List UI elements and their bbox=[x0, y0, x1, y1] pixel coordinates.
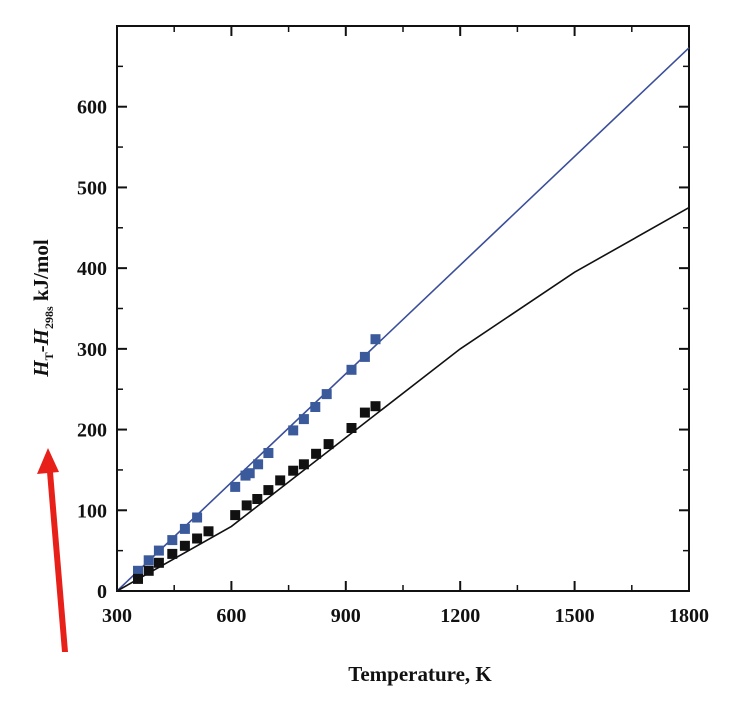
data-point-black bbox=[370, 401, 381, 412]
data-point-blue bbox=[370, 334, 381, 345]
y-tick-label: 600 bbox=[77, 97, 107, 119]
y-axis-label: HT-H298s kJ/mol bbox=[29, 239, 56, 378]
data-point-blue bbox=[359, 351, 370, 362]
y-label-sub-298: 298s bbox=[42, 306, 56, 329]
data-point-black bbox=[241, 500, 252, 511]
x-tick-label: 300 bbox=[102, 605, 132, 627]
y-label-h1: H bbox=[29, 360, 53, 378]
y-label-unit: kJ/mol bbox=[29, 239, 53, 306]
fit-lines bbox=[116, 47, 690, 592]
data-point-blue bbox=[346, 364, 357, 375]
y-tick-label: 100 bbox=[77, 500, 107, 522]
data-point-blue bbox=[321, 389, 332, 400]
red-arrow-head bbox=[37, 448, 59, 474]
data-point-black bbox=[311, 448, 322, 459]
y-tick-label: 300 bbox=[77, 339, 107, 361]
data-point-blue bbox=[288, 425, 299, 436]
y-label-dash: - bbox=[29, 345, 53, 352]
x-tick-label: 1200 bbox=[440, 605, 480, 627]
data-point-black bbox=[288, 465, 299, 476]
data-point-black bbox=[133, 573, 143, 584]
data-point-black bbox=[346, 423, 357, 433]
data-point-blue bbox=[310, 402, 321, 412]
y-tick-label: 0 bbox=[97, 581, 107, 603]
data-point-blue bbox=[298, 414, 309, 425]
y-tick-label: 500 bbox=[77, 177, 107, 199]
x-tick-label: 600 bbox=[216, 605, 246, 627]
data-point-blue bbox=[192, 512, 203, 523]
x-tick-label: 1500 bbox=[555, 605, 595, 627]
axis-ticks bbox=[116, 26, 690, 592]
y-label-sub-t: T bbox=[42, 352, 56, 360]
x-tick-label: 1800 bbox=[669, 605, 709, 627]
y-tick-label: 400 bbox=[77, 258, 107, 280]
data-point-black bbox=[203, 526, 214, 537]
y-tick-label: 200 bbox=[77, 420, 107, 442]
y-label-h2: H bbox=[29, 328, 53, 346]
data-point-black bbox=[252, 494, 263, 504]
data-point-blue bbox=[263, 448, 274, 458]
data-point-blue bbox=[153, 545, 164, 556]
plot-frame bbox=[116, 25, 690, 592]
red-arrow-shaft bbox=[47, 472, 68, 652]
x-axis-label: Temperature, K bbox=[348, 662, 492, 686]
data-point-blue bbox=[179, 523, 190, 534]
data-point-blue bbox=[143, 555, 154, 566]
data-point-black bbox=[143, 565, 154, 576]
data-point-black bbox=[167, 548, 178, 559]
data-point-black bbox=[298, 459, 309, 470]
data-point-blue bbox=[133, 565, 143, 576]
data-point-black bbox=[359, 407, 370, 418]
data-point-black bbox=[192, 533, 203, 544]
data-point-black bbox=[230, 510, 241, 521]
data-point-blue bbox=[230, 481, 241, 492]
x-tick-label: 900 bbox=[331, 605, 361, 627]
data-point-blue bbox=[244, 468, 255, 479]
data-point-blue bbox=[253, 459, 264, 470]
data-point-black bbox=[179, 540, 190, 551]
fit-line-lower bbox=[116, 206, 690, 592]
data-point-black bbox=[275, 475, 286, 486]
data-points bbox=[133, 334, 381, 584]
red-arrow-annotation bbox=[37, 448, 68, 652]
data-point-black bbox=[153, 557, 164, 568]
data-point-blue bbox=[167, 535, 178, 546]
fit-line-upper bbox=[116, 47, 690, 592]
axis-tick-labels: 300 600 900 1200 1500 1800 0 100 200 300 400 500 600 bbox=[77, 97, 709, 627]
data-point-black bbox=[323, 439, 334, 450]
data-point-black bbox=[263, 485, 274, 496]
